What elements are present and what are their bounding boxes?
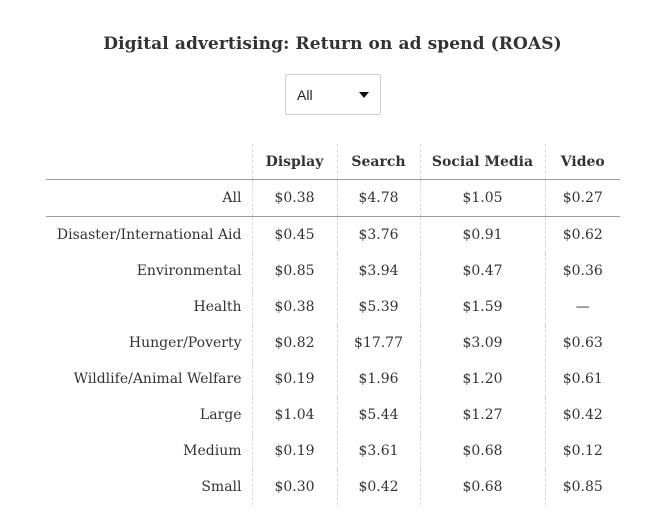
table-cell: $5.39 [336, 289, 420, 325]
table-cell: $0.42 [336, 469, 420, 505]
table-cell: $0.36 [544, 253, 620, 289]
table-cell: $5.44 [336, 397, 420, 433]
row-label: Hunger/Poverty [128, 335, 242, 351]
table-row: Wildlife/Animal Welfare $0.19 $1.96 $1.2… [46, 361, 620, 397]
table-cell: $1.05 [419, 179, 545, 217]
table-row: Large $1.04 $5.44 $1.27 $0.42 [46, 397, 620, 433]
table-row: Health $0.38 $5.39 $1.59 — [46, 289, 620, 325]
table-cell: $0.30 [251, 469, 337, 505]
row-label: Small [201, 479, 242, 495]
row-label: All [46, 179, 252, 217]
table-cell: $1.59 [419, 289, 545, 325]
table-cell: $0.19 [251, 433, 337, 469]
table-cell: $0.85 [251, 253, 337, 289]
segment-dropdown[interactable]: All [285, 74, 381, 115]
table-row: Disaster/International Aid $0.45 $3.76 $… [46, 216, 620, 253]
column-header-video: Video [544, 144, 620, 180]
table-cell: $1.96 [336, 361, 420, 397]
table-header-row: Display Search Social Media Video [46, 144, 620, 180]
caret-down-icon [359, 92, 369, 98]
table-cell: $3.09 [419, 325, 545, 361]
row-label: Medium [183, 443, 242, 459]
table-cell: $0.85 [544, 469, 620, 505]
column-header-social-media: Social Media [419, 144, 545, 180]
table-cell: $0.61 [544, 361, 620, 397]
table-cell: $0.62 [544, 216, 620, 253]
roas-table: Display Search Social Media Video All $0… [46, 144, 620, 505]
table-cell: $0.63 [544, 325, 620, 361]
column-header-display: Display [251, 144, 337, 180]
dropdown-selected-value: All [297, 87, 313, 103]
table-cell: $0.91 [419, 216, 545, 253]
page-title: Digital advertising: Return on ad spend … [103, 34, 562, 54]
row-label: Health [193, 299, 242, 315]
table-row: Environmental $0.85 $3.94 $0.47 $0.36 [46, 253, 620, 289]
table-cell: $0.82 [251, 325, 337, 361]
table-corner-cell [46, 144, 252, 180]
column-header-search: Search [336, 144, 420, 180]
table-cell: $0.12 [544, 433, 620, 469]
table-cell: $17.77 [336, 325, 420, 361]
table-row: Medium $0.19 $3.61 $0.68 $0.12 [46, 433, 620, 469]
table-cell: $3.61 [336, 433, 420, 469]
table-cell: $3.76 [336, 216, 420, 253]
table-cell: $0.45 [251, 216, 337, 253]
table-cell: $0.19 [251, 361, 337, 397]
table-cell: $0.47 [419, 253, 545, 289]
table-cell: $1.27 [419, 397, 545, 433]
table-row: Hunger/Poverty $0.82 $17.77 $3.09 $0.63 [46, 325, 620, 361]
row-label: Large [199, 407, 242, 423]
table-cell: $0.68 [419, 469, 545, 505]
table-cell: $1.04 [251, 397, 337, 433]
row-label: Wildlife/Animal Welfare [73, 371, 242, 387]
table-cell: $0.68 [419, 433, 545, 469]
table-row: All $0.38 $4.78 $1.05 $0.27 [46, 179, 620, 217]
table-row: Small $0.30 $0.42 $0.68 $0.85 [46, 469, 620, 505]
table-cell: $4.78 [336, 179, 420, 217]
table-cell: $0.42 [544, 397, 620, 433]
table-cell: $3.94 [336, 253, 420, 289]
table-cell: $0.27 [544, 179, 620, 217]
row-label: Disaster/International Aid [56, 227, 242, 243]
table-cell: $1.20 [419, 361, 545, 397]
row-label: Environmental [136, 263, 242, 279]
table-cell: — [544, 289, 620, 325]
table-cell: $0.38 [251, 179, 337, 217]
table-cell: $0.38 [251, 289, 337, 325]
